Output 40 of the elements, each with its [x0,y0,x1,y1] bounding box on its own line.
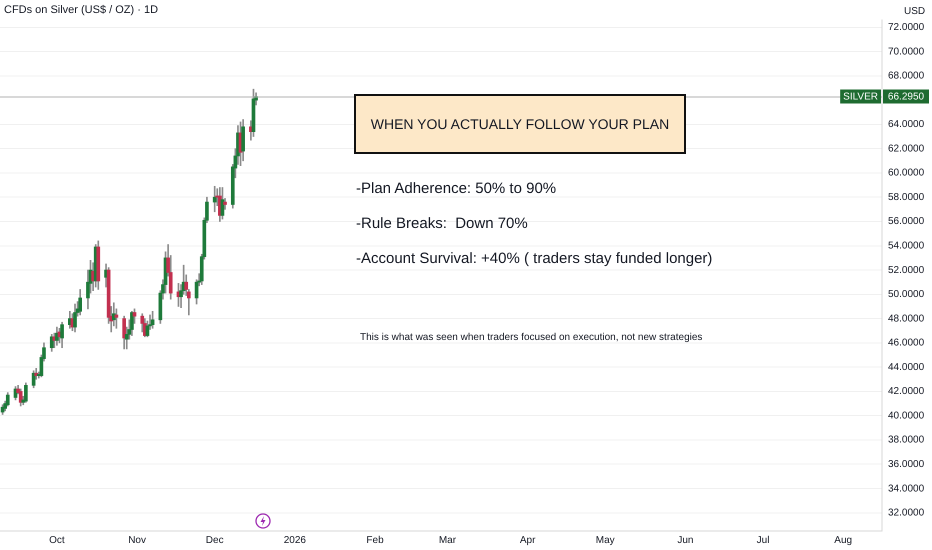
x-tick-label: Oct [49,534,65,546]
y-tick-label: 60.0000 [888,168,925,179]
y-tick-label: 34.0000 [888,483,925,494]
ref-line-label: SILVER [843,91,878,102]
x-tick-label: Mar [438,534,457,546]
annotation: This is what was seen when traders focused on execution, not new strategies [360,332,702,343]
chart-title: CFDs on Silver (US$ / OZ) · 1D [4,4,158,16]
y-tick-label: 48.0000 [888,313,925,324]
y-tick-label: 46.0000 [888,338,925,349]
x-tick-label: May [596,534,615,546]
y-axis-title: USD [904,6,926,17]
y-tick-label: 40.0000 [888,410,925,422]
y-tick-label: 64.0000 [888,119,925,130]
y-tick-label: 70.0000 [888,46,925,58]
x-tick-label: Dec [206,534,224,546]
y-tick-label: 52.0000 [888,264,925,276]
y-tick-label: 50.0000 [888,289,925,300]
x-tick-label: Jun [677,534,694,546]
y-tick-label: 54.0000 [888,240,925,252]
y-tick-label: 72.0000 [888,22,925,34]
callout-box: WHEN YOU ACTUALLY FOLLOW YOUR PLAN [354,94,686,154]
y-tick-label: 58.0000 [888,192,925,203]
y-tick-label: 32.0000 [888,508,925,519]
x-tick-label: Feb [366,534,384,546]
x-tick-label: Aug [834,534,852,546]
annotation: -Rule Breaks: Down 70% [356,215,528,232]
y-tick-label: 56.0000 [888,216,925,228]
y-tick-label: 36.0000 [888,458,925,470]
y-tick-label: 42.0000 [888,386,925,398]
y-tick-label: 68.0000 [888,70,925,82]
annotation: -Account Survival: +40% ( traders stay funded longer) [356,250,712,267]
x-tick-label: 2026 [284,534,306,546]
x-tick-label: Nov [128,534,146,546]
x-tick-label: Apr [520,534,536,546]
annotation: -Plan Adherence: 50% to 90% [356,180,556,197]
text: 66.2950 [888,91,925,102]
y-tick-label: 62.0000 [888,143,925,154]
y-tick-label: 38.0000 [888,434,925,446]
x-tick-label: Jul [756,534,770,546]
y-tick-label: 44.0000 [888,362,925,373]
